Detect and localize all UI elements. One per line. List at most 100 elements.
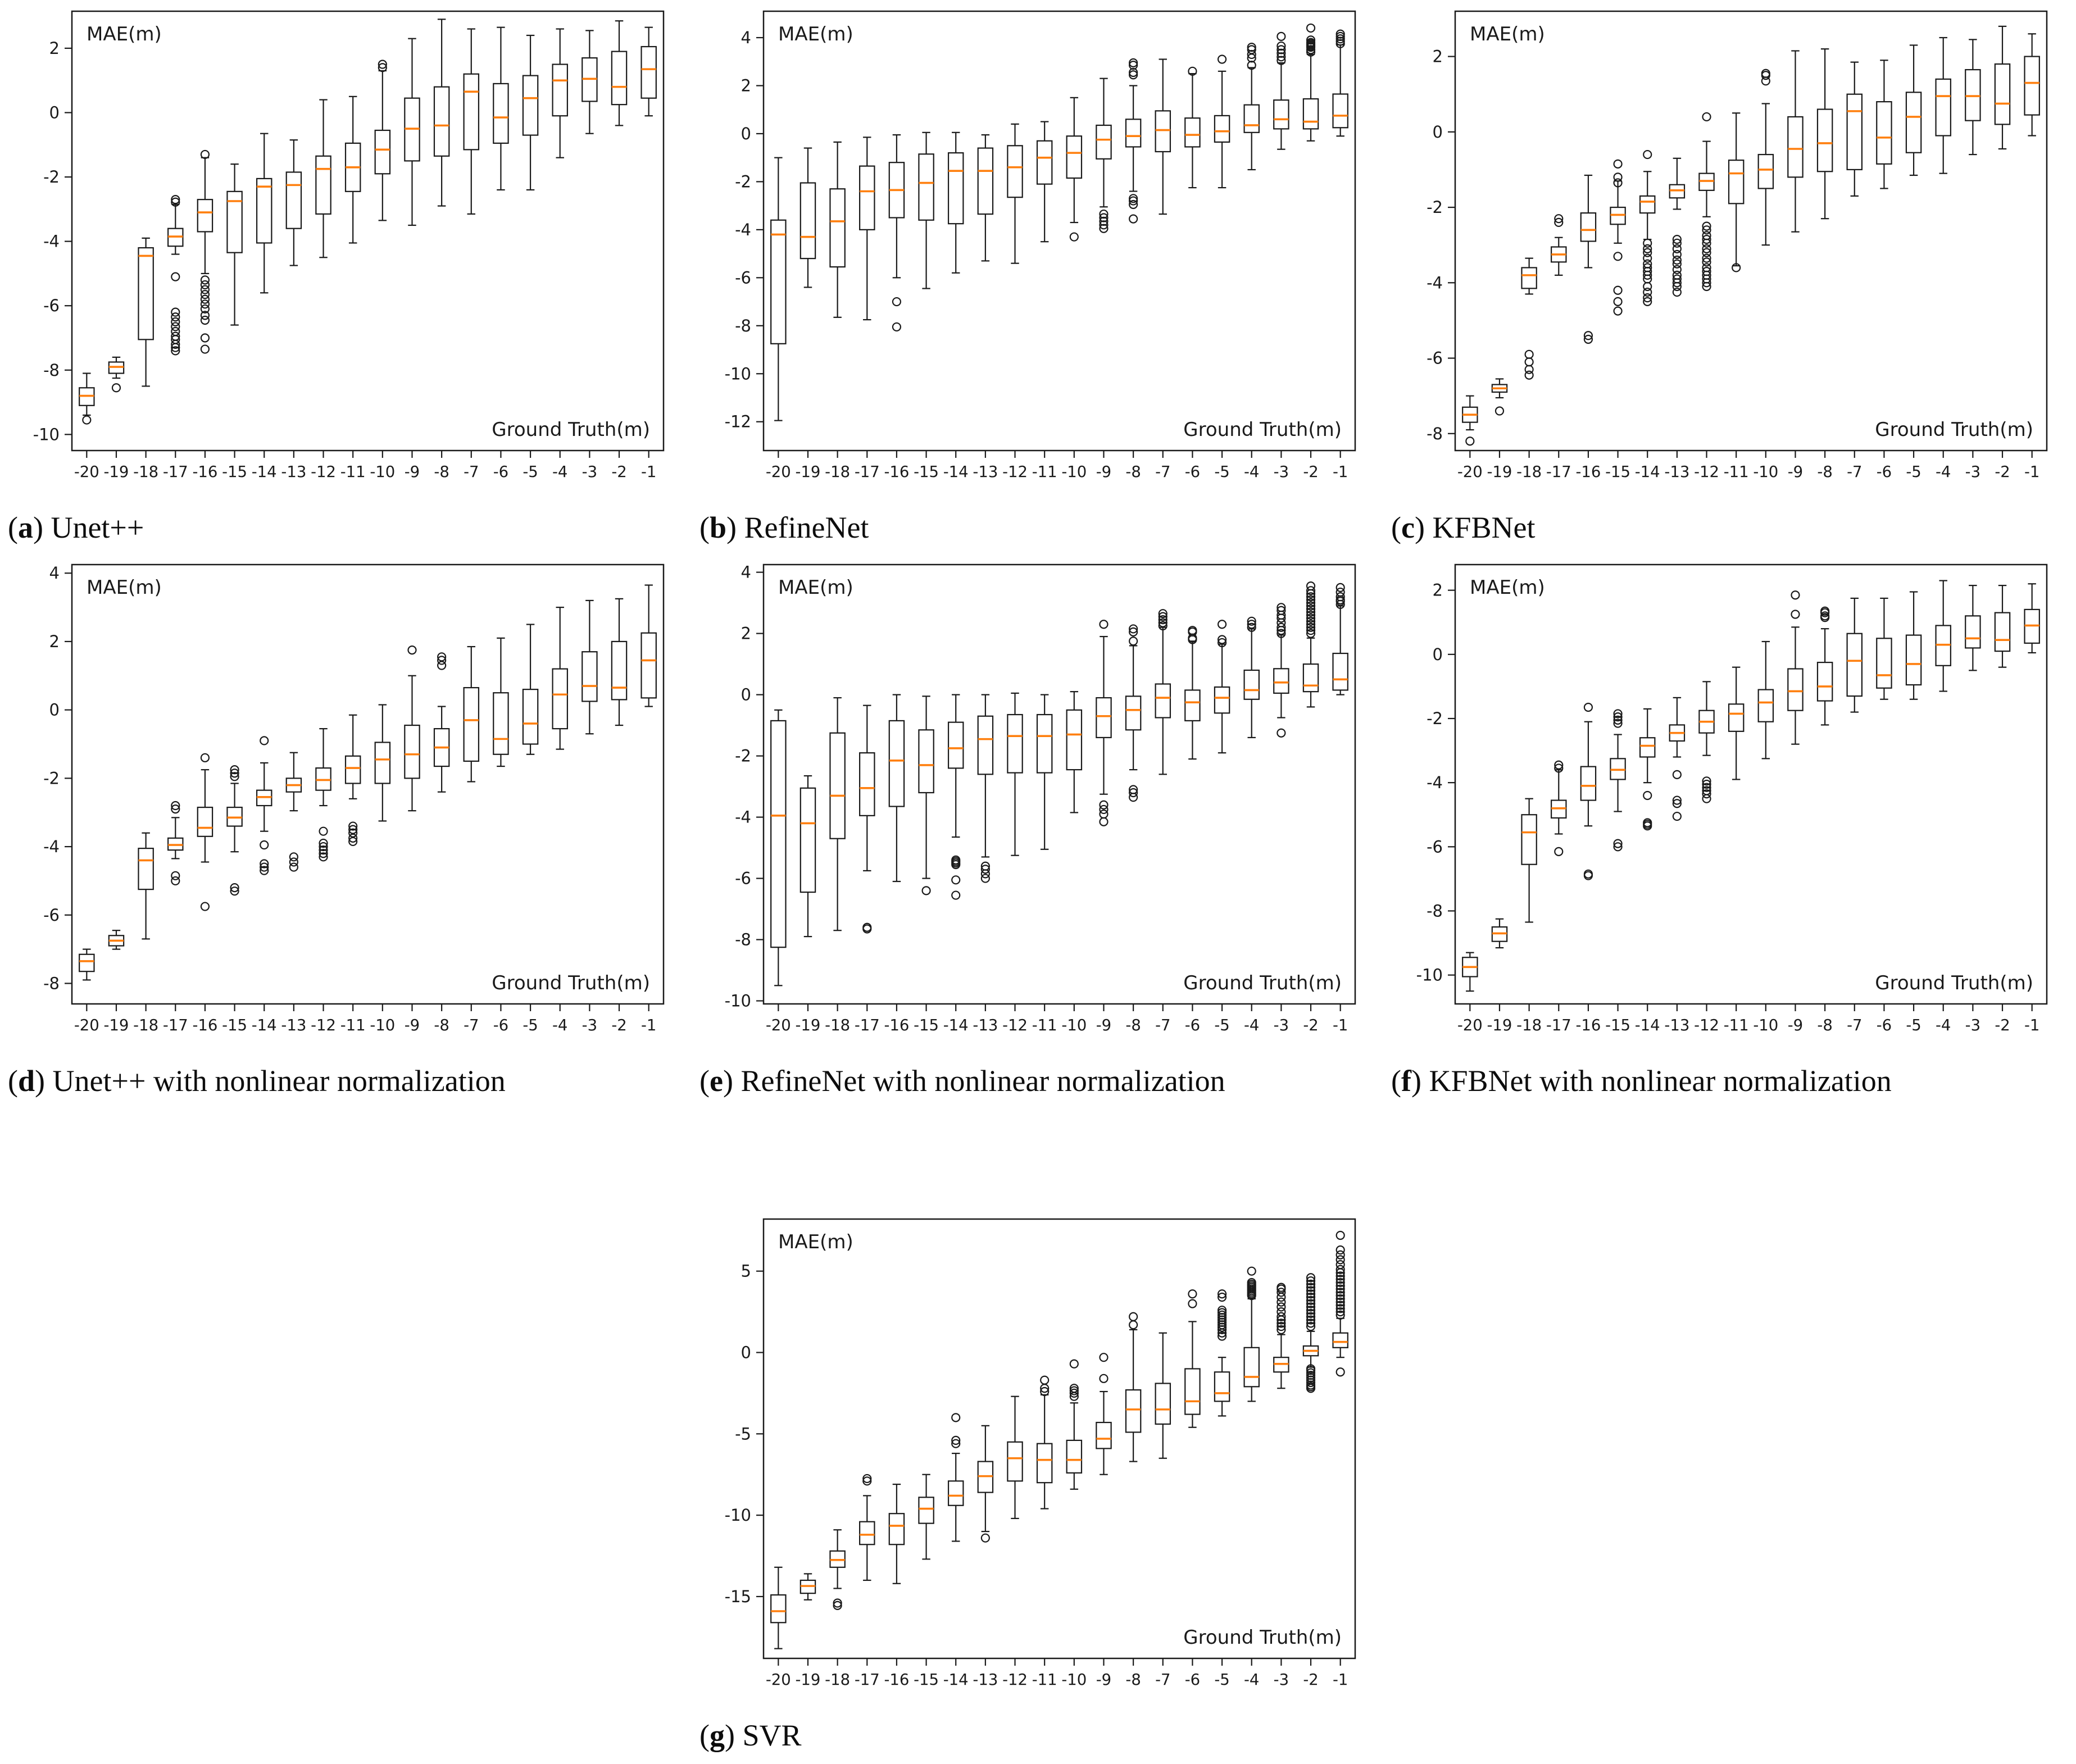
outlier-point xyxy=(1702,257,1711,267)
outlier-point xyxy=(1306,23,1316,33)
outlier-point xyxy=(1335,1250,1345,1260)
x-tick-label: -4 xyxy=(1244,1016,1259,1034)
box xyxy=(1846,93,1863,171)
axes-frame xyxy=(1454,10,2048,452)
outlier-point xyxy=(1335,1304,1345,1313)
x-tick-label: -2 xyxy=(1995,1016,2010,1034)
outlier-point xyxy=(1129,58,1138,67)
box xyxy=(859,752,875,816)
x-tick-label: -6 xyxy=(493,463,508,481)
outlier-point xyxy=(1129,793,1138,802)
outlier-point xyxy=(1613,842,1623,852)
outlier-point xyxy=(1672,244,1682,253)
outlier-point xyxy=(1702,779,1711,789)
x-tick-label: -8 xyxy=(1125,1671,1141,1689)
y-axis-inner-label: MAE(m) xyxy=(778,1231,853,1253)
outlier-point xyxy=(1335,34,1345,44)
outlier-point xyxy=(1306,598,1316,608)
chart-d: 4 2 0 -2 -4 -6 -8 -20 -19 -18 -17 -16 -15 -14 -13 -12 -1… xyxy=(7,558,692,1212)
outlier-point xyxy=(1583,702,1593,712)
outlier-point xyxy=(200,290,210,299)
outlier-point xyxy=(1335,1265,1345,1274)
y-tick-label: 4 xyxy=(49,563,60,583)
caption-paren-close: ) xyxy=(726,511,737,544)
box xyxy=(1728,160,1745,204)
outlier-point xyxy=(1069,1388,1079,1398)
caption-paren-close: ) xyxy=(724,1718,735,1752)
outlier-point xyxy=(1702,253,1711,263)
box xyxy=(1639,195,1656,214)
outlier-point xyxy=(1643,238,1652,248)
outlier-point xyxy=(1465,437,1475,446)
chart-f: 2 0 -2 -4 -6 -8 -10 -20 -19 -18 -17 -16 -15 -14 -13 -12… xyxy=(1390,558,2075,1212)
x-tick-label: -6 xyxy=(1877,1016,1892,1034)
outlier-point xyxy=(980,874,990,883)
outlier-point xyxy=(348,821,358,831)
y-tick-label: 0 xyxy=(741,124,751,143)
outlier-point xyxy=(1672,281,1682,292)
caption-a: (a) Unet++ xyxy=(8,500,536,556)
outlier-point xyxy=(1158,609,1168,619)
outlier-point xyxy=(862,1474,872,1484)
x-tick-label: -19 xyxy=(796,1671,821,1689)
outlier-point xyxy=(1306,1319,1316,1328)
x-tick-label: -20 xyxy=(74,463,99,481)
outlier-point xyxy=(1188,66,1197,76)
caption-title: Unet++ xyxy=(51,511,144,544)
y-axis-inner-label: MAE(m) xyxy=(778,576,853,599)
box xyxy=(859,1521,875,1545)
x-tick-label: -20 xyxy=(766,1016,791,1034)
outlier-point xyxy=(1643,244,1652,253)
outlier-point xyxy=(319,852,328,862)
x-tick-label: -3 xyxy=(1965,1016,1980,1034)
y-tick-label: -2 xyxy=(735,747,751,766)
x-tick-label: -1 xyxy=(641,1016,656,1034)
outlier-point xyxy=(1277,41,1286,51)
box xyxy=(315,155,331,215)
outlier-point xyxy=(833,1598,842,1608)
outlier-point xyxy=(1306,604,1316,614)
outlier-point xyxy=(862,924,872,934)
outlier-point xyxy=(260,736,269,745)
x-axis: -20 -19 -18 -17 -16 -15 -14 -13 -12 -11 -10 -9 -8 -7-… xyxy=(766,451,1348,481)
box xyxy=(888,1513,905,1545)
outlier-point xyxy=(200,753,210,762)
outlier-point xyxy=(230,886,239,896)
outlier-point xyxy=(1643,270,1652,280)
y-tick-label: -6 xyxy=(1427,837,1443,856)
outlier-point xyxy=(1583,331,1593,340)
y-tick-label: 0 xyxy=(1433,122,1443,142)
outlier-point xyxy=(171,317,180,326)
box xyxy=(1905,634,1922,686)
outlier-point xyxy=(1069,1384,1079,1393)
outlier-point xyxy=(171,322,180,331)
x-tick-label: -3 xyxy=(1274,463,1289,481)
x-tick-label: -1 xyxy=(1333,1016,1348,1034)
box xyxy=(640,632,657,699)
x-tick-label: -18 xyxy=(825,1671,850,1689)
x-axis: -20 -19 -18 -17 -16 -15 -14 -13 -12 -11 -10 -9 -8 -7-… xyxy=(1457,451,2039,481)
outlier-point xyxy=(980,865,990,874)
y-axis: 2 0 -2 -4 -6 -8 xyxy=(1427,47,1455,443)
x-tick-label: -13 xyxy=(281,1016,306,1034)
outlier-point xyxy=(1099,810,1109,819)
y-axis-inner-label: MAE(m) xyxy=(778,23,853,46)
box xyxy=(1876,101,1892,165)
outlier-point xyxy=(1335,1255,1345,1265)
outlier-point xyxy=(1217,635,1227,644)
box xyxy=(1728,703,1745,732)
y-axis: 2 0 -2 -4 -6 -8 -10 xyxy=(1416,581,1455,985)
outlier-point xyxy=(862,1476,872,1486)
outlier-point xyxy=(1129,637,1138,646)
x-tick-label: -15 xyxy=(1605,463,1630,481)
y-tick-label: -8 xyxy=(735,930,751,949)
caption-paren-open: ( xyxy=(699,511,710,544)
outlier-point xyxy=(1247,1277,1256,1288)
box xyxy=(1243,1347,1260,1388)
caption-paren-open: ( xyxy=(1391,511,1401,544)
box xyxy=(1007,713,1023,774)
outlier-point xyxy=(1672,770,1682,779)
outlier-point xyxy=(1306,1273,1316,1283)
box xyxy=(374,129,391,175)
x-tick-label: -8 xyxy=(1817,463,1832,481)
